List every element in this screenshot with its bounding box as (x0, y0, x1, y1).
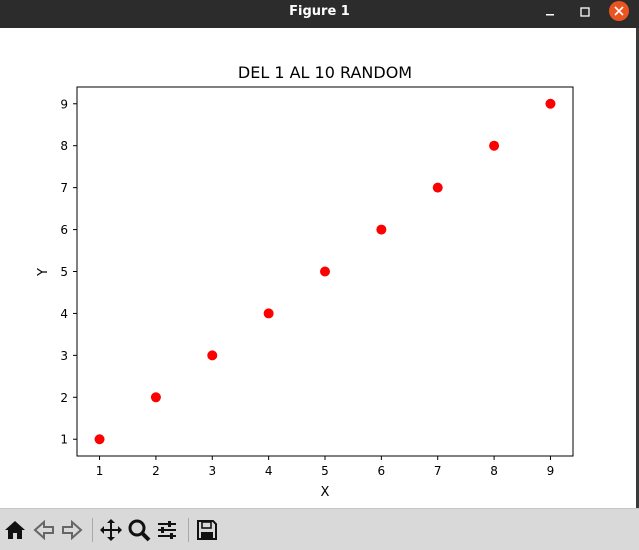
data-point (376, 224, 387, 235)
y-tick-label: 8 (60, 139, 68, 153)
x-tick-label: 9 (547, 464, 555, 478)
data-point (263, 308, 274, 319)
toolbar-separator (188, 518, 189, 542)
x-axis-label: X (321, 485, 330, 500)
x-tick-label: 1 (96, 464, 104, 478)
x-tick-label: 6 (378, 464, 386, 478)
zoom-magnifier-icon[interactable] (126, 517, 152, 543)
scatter-chart: DEL 1 AL 10 RANDOM 1 2 3 4 5 6 7 8 9 1 2 3 4 5 6 7 8 9 X… (36, 63, 574, 500)
y-axis-label: Y (36, 268, 51, 277)
data-point (150, 392, 161, 403)
data-point (320, 266, 330, 277)
y-tick-label: 3 (60, 349, 68, 363)
x-tick-label: 4 (265, 464, 273, 478)
figure-canvas: DEL 1 AL 10 RANDOM 1 2 3 4 5 6 7 8 9 1 2 3 4 5 6 7 8 9 X… (0, 28, 639, 508)
y-tick-label: 7 (60, 181, 68, 195)
x-tick-label: 7 (434, 464, 442, 478)
x-tick-label: 2 (152, 464, 160, 478)
close-icon[interactable] (609, 1, 629, 21)
x-tick-label: 3 (208, 464, 216, 478)
data-points (94, 98, 556, 445)
navigation-toolbar (0, 508, 639, 550)
x-tick-label: 8 (490, 464, 498, 478)
window-title: Figure 1 (289, 4, 350, 19)
data-point (432, 182, 443, 193)
data-point (545, 98, 556, 109)
forward-arrow-icon[interactable] (59, 517, 85, 543)
y-tick-label: 5 (60, 265, 68, 279)
y-tick-label: 4 (60, 307, 68, 321)
save-disk-icon[interactable] (194, 517, 220, 543)
y-tick-label: 6 (60, 223, 68, 237)
toolbar-separator (92, 518, 93, 542)
maximize-icon[interactable] (576, 3, 594, 21)
chart-title: DEL 1 AL 10 RANDOM (238, 63, 412, 82)
back-arrow-icon[interactable] (31, 517, 57, 543)
window-titlebar: Figure 1 (0, 0, 639, 28)
data-point (489, 140, 500, 151)
configure-subplots-icon[interactable] (154, 517, 180, 543)
y-tick-label: 2 (60, 391, 68, 405)
x-axis: 1 2 3 4 5 6 7 8 9 (96, 456, 555, 478)
y-tick-label: 1 (60, 433, 68, 447)
pan-move-icon[interactable] (98, 517, 124, 543)
data-point (94, 434, 105, 445)
minimize-icon[interactable] (541, 3, 559, 21)
window-edge (636, 28, 639, 508)
y-tick-label: 9 (60, 97, 68, 111)
home-icon[interactable] (2, 517, 28, 543)
x-tick-label: 5 (321, 464, 329, 478)
data-point (207, 350, 218, 361)
y-axis: 1 2 3 4 5 6 7 8 9 (60, 97, 77, 447)
